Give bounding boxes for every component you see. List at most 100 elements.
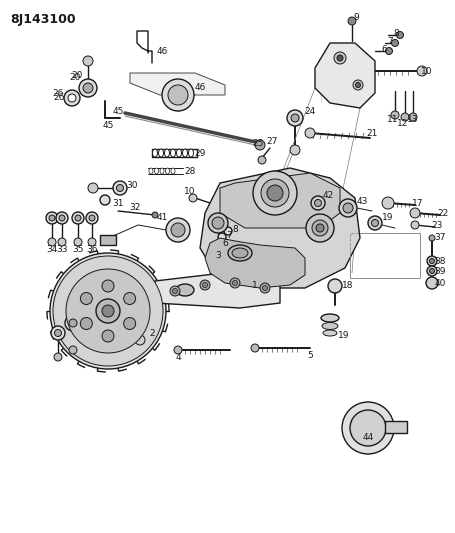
Ellipse shape	[158, 149, 163, 157]
Text: 33: 33	[56, 246, 68, 254]
Circle shape	[81, 318, 92, 329]
Circle shape	[225, 243, 231, 249]
Circle shape	[75, 215, 81, 221]
Text: 30: 30	[126, 181, 138, 190]
Circle shape	[66, 269, 150, 353]
Ellipse shape	[155, 168, 158, 174]
Circle shape	[429, 235, 435, 241]
Text: 8: 8	[393, 28, 399, 37]
Circle shape	[371, 220, 379, 227]
Circle shape	[100, 195, 110, 205]
Text: 42: 42	[323, 190, 334, 199]
Circle shape	[312, 220, 328, 236]
Circle shape	[355, 83, 360, 87]
Text: 25: 25	[253, 139, 264, 148]
Text: 32: 32	[129, 203, 141, 212]
Text: 5: 5	[307, 351, 313, 359]
Text: 11: 11	[387, 116, 399, 125]
Ellipse shape	[321, 314, 339, 322]
Text: 7: 7	[387, 36, 393, 45]
Circle shape	[65, 315, 81, 331]
Circle shape	[88, 183, 98, 193]
Text: 26: 26	[52, 88, 64, 98]
Circle shape	[430, 259, 435, 263]
Circle shape	[219, 249, 225, 255]
Text: 6: 6	[222, 238, 228, 247]
Circle shape	[430, 269, 435, 273]
Circle shape	[48, 238, 56, 246]
Circle shape	[168, 85, 188, 105]
Circle shape	[258, 156, 266, 164]
Circle shape	[261, 179, 289, 207]
Text: 46: 46	[194, 83, 206, 92]
Circle shape	[69, 319, 77, 327]
Circle shape	[263, 286, 268, 290]
Circle shape	[55, 329, 61, 336]
Text: 35: 35	[72, 246, 84, 254]
Text: 39: 39	[434, 266, 446, 276]
Text: 45: 45	[112, 107, 124, 116]
Circle shape	[79, 79, 97, 97]
Text: 18: 18	[342, 280, 354, 289]
Ellipse shape	[228, 245, 252, 261]
Text: 44: 44	[362, 432, 374, 441]
Circle shape	[166, 218, 190, 242]
Text: 4: 4	[175, 353, 181, 362]
Circle shape	[391, 111, 399, 119]
Circle shape	[339, 199, 357, 217]
Polygon shape	[220, 173, 340, 228]
Circle shape	[411, 221, 419, 229]
Circle shape	[255, 140, 265, 150]
Text: 28: 28	[184, 166, 196, 175]
Circle shape	[86, 212, 98, 224]
Ellipse shape	[176, 284, 194, 296]
Text: 9: 9	[353, 12, 359, 21]
Circle shape	[124, 293, 136, 304]
Polygon shape	[315, 43, 375, 108]
Circle shape	[189, 194, 197, 202]
Text: 43: 43	[356, 197, 368, 206]
Bar	[385, 421, 407, 433]
Circle shape	[68, 94, 76, 102]
Circle shape	[343, 203, 353, 213]
Circle shape	[290, 145, 300, 155]
Circle shape	[212, 217, 224, 229]
Circle shape	[58, 238, 66, 246]
Bar	[350, 233, 420, 278]
Text: 2: 2	[149, 328, 155, 337]
Circle shape	[69, 346, 77, 354]
Text: 23: 23	[431, 221, 443, 230]
Ellipse shape	[322, 322, 338, 329]
Circle shape	[51, 326, 65, 340]
Circle shape	[124, 318, 136, 329]
Circle shape	[287, 110, 303, 126]
Text: 38: 38	[434, 256, 446, 265]
Circle shape	[316, 224, 324, 232]
Circle shape	[328, 279, 342, 293]
Circle shape	[334, 52, 346, 64]
Text: 19: 19	[338, 330, 350, 340]
Ellipse shape	[166, 168, 170, 174]
Ellipse shape	[232, 248, 248, 258]
Circle shape	[267, 185, 283, 201]
Circle shape	[305, 128, 315, 138]
Circle shape	[260, 283, 270, 293]
Circle shape	[215, 257, 221, 263]
Text: 29: 29	[194, 149, 206, 157]
Bar	[100, 235, 116, 245]
Ellipse shape	[171, 149, 176, 157]
Circle shape	[409, 113, 417, 121]
Circle shape	[74, 238, 82, 246]
Circle shape	[102, 280, 114, 292]
Circle shape	[230, 278, 240, 288]
Circle shape	[353, 80, 363, 90]
Circle shape	[251, 344, 259, 352]
Circle shape	[172, 288, 177, 294]
Circle shape	[385, 47, 393, 54]
Circle shape	[64, 90, 80, 106]
Circle shape	[170, 286, 180, 296]
Circle shape	[233, 280, 238, 286]
Circle shape	[171, 223, 185, 237]
Circle shape	[368, 216, 382, 230]
Text: 12: 12	[397, 119, 409, 128]
